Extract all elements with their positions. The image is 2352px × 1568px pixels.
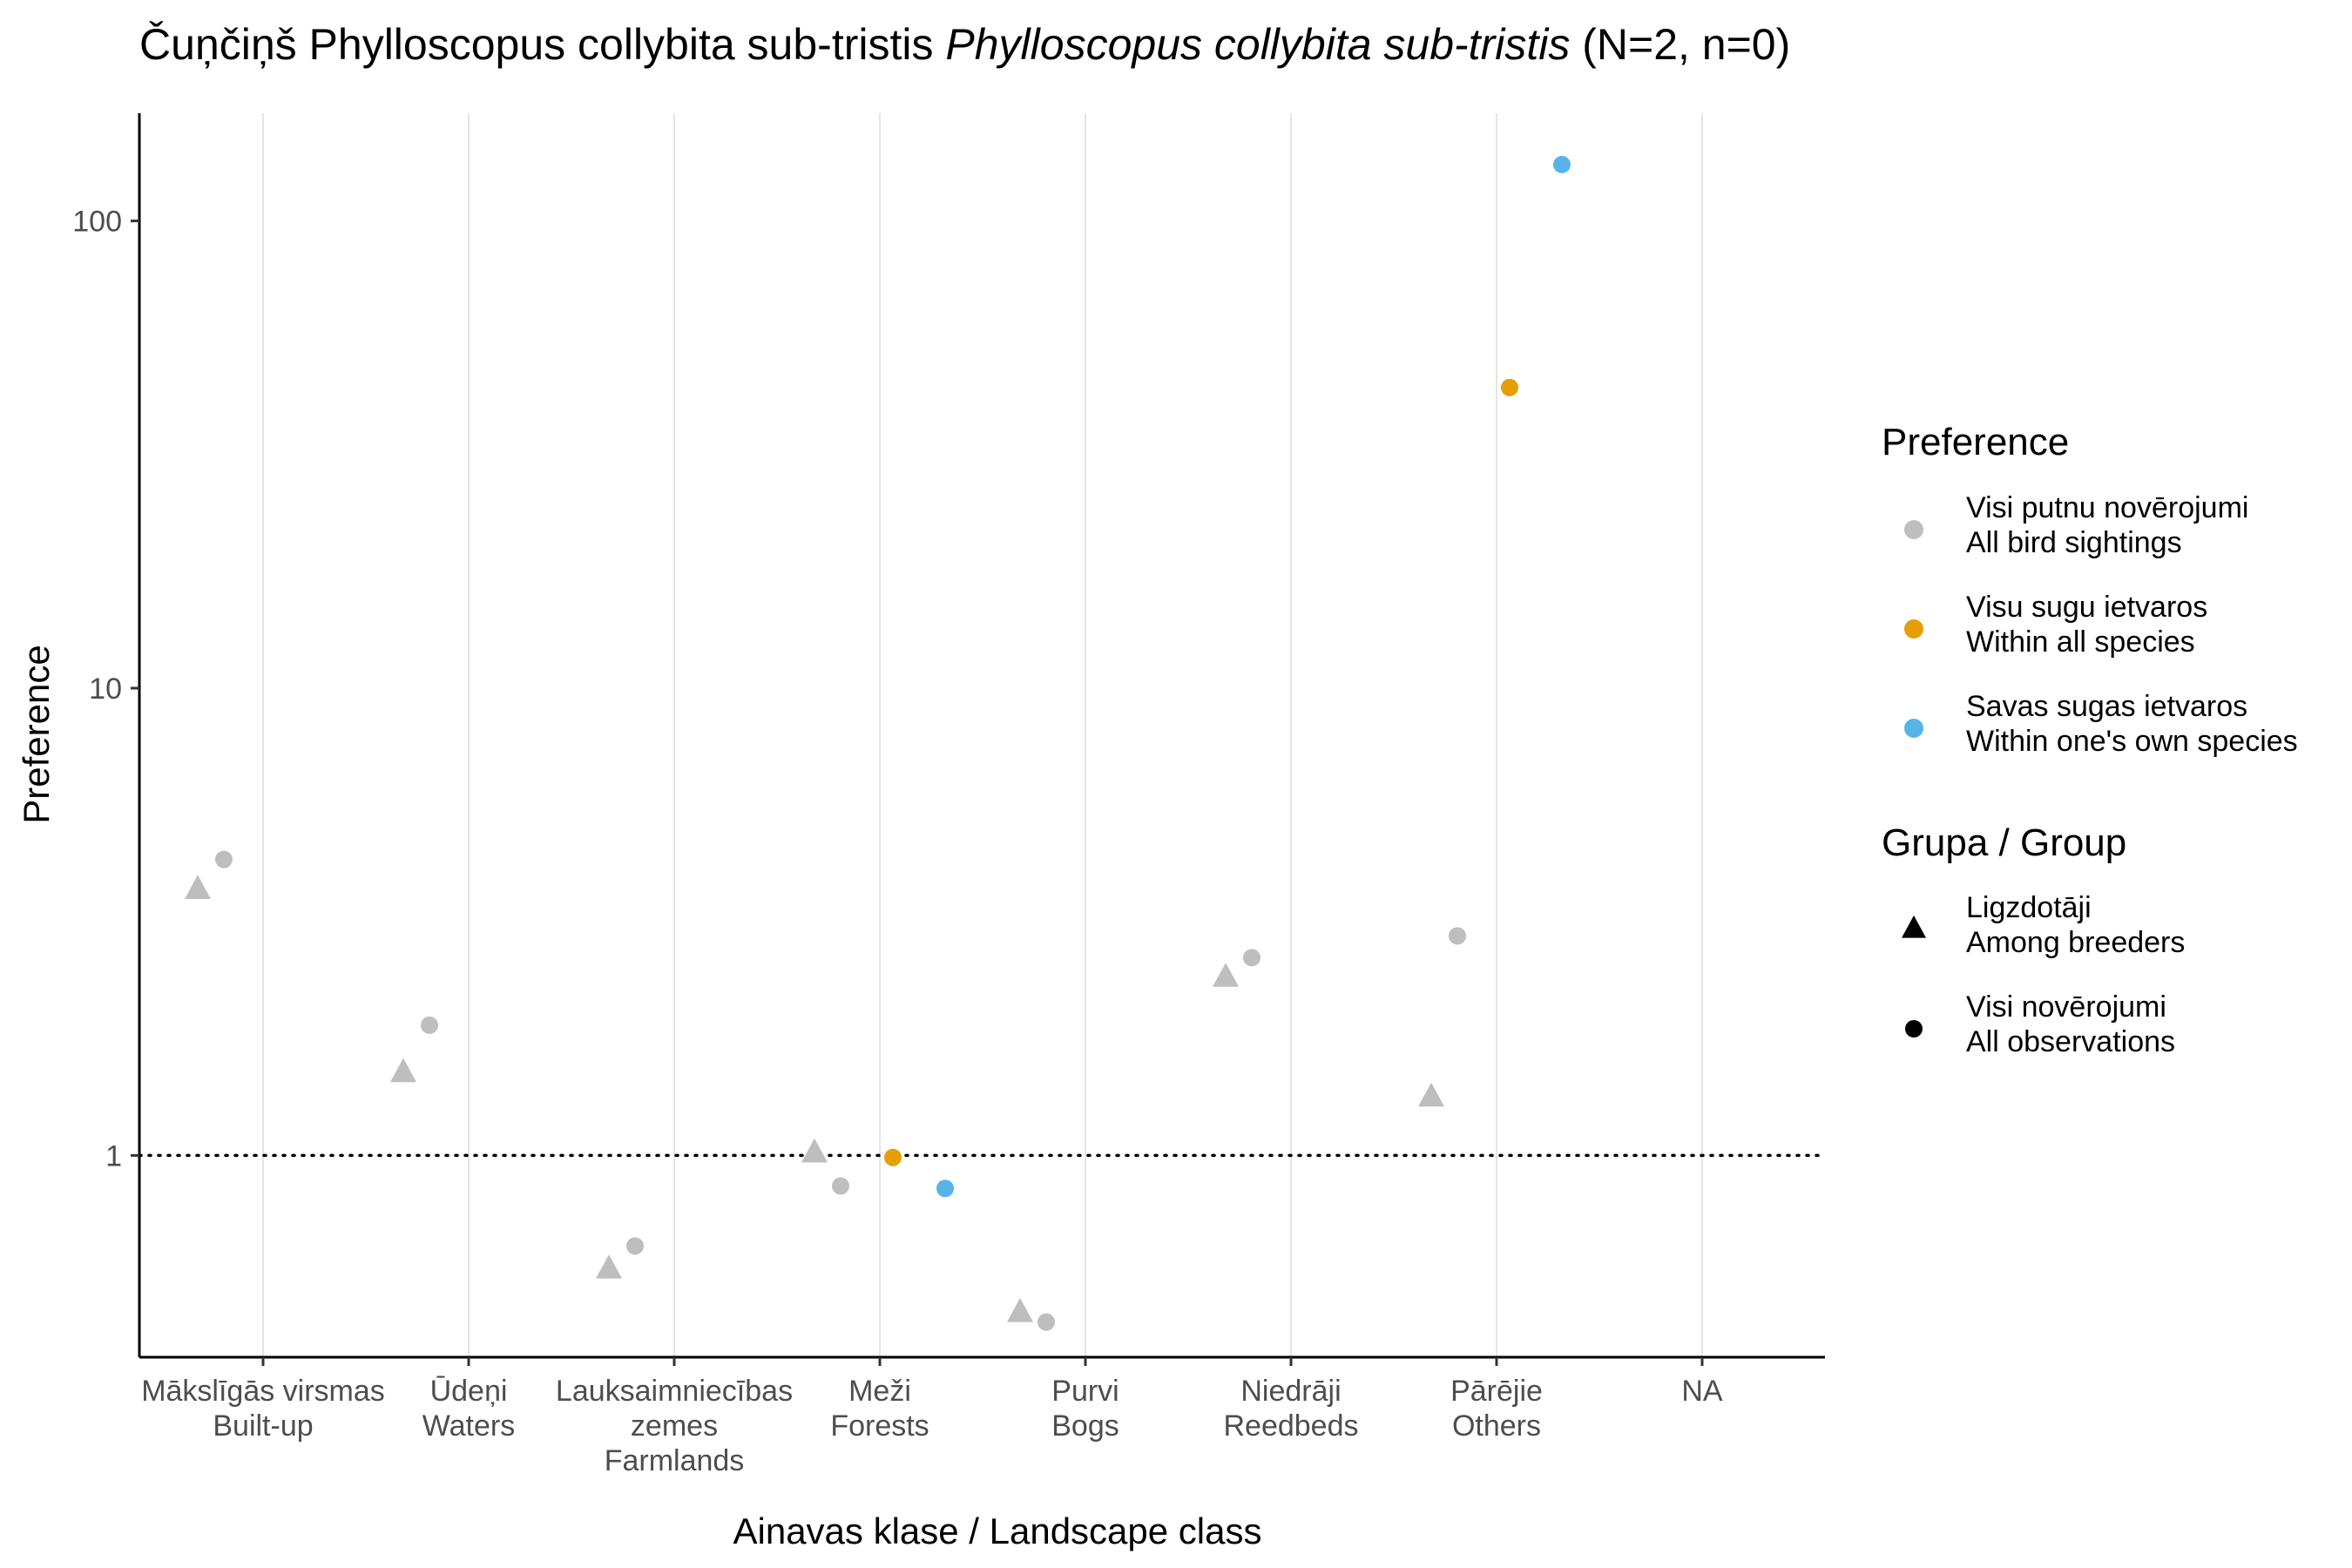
legend-label: Among breeders: [1966, 926, 2185, 959]
x-tick-label: Purvi: [1051, 1375, 1119, 1408]
legend-label: Within all species: [1966, 625, 2195, 659]
point-own-all-6: [1553, 155, 1571, 173]
legend-label: Ligzdotāji: [1966, 891, 2092, 924]
point-all-all-6: [1449, 927, 1466, 945]
legend-label: All bird sightings: [1966, 526, 2182, 559]
legend-label: Within one's own species: [1966, 725, 2298, 758]
x-tick-label: Built-up: [213, 1409, 313, 1443]
point-all-breeders-4: [1007, 1298, 1033, 1322]
legend-key-breeders: [1902, 915, 1926, 938]
x-tick-label: Lauksaimniecības: [556, 1375, 793, 1408]
chart-title-suffix: (N=2, n=0): [1582, 20, 1791, 69]
legend-key-all: [1904, 520, 1923, 539]
y-ticks: 1 10 100: [72, 206, 139, 1173]
x-tick-label: Meži: [848, 1375, 911, 1408]
x-tick-label: zemes: [631, 1409, 718, 1443]
point-own-all-3: [936, 1179, 954, 1198]
x-tick-label: Niedrāji: [1240, 1375, 1341, 1408]
x-axis-title: Ainavas klase / Landscape class: [733, 1511, 1261, 1551]
legend-label: Visu sugu ietvaros: [1966, 591, 2207, 624]
legend-title-preference: Preference: [1882, 421, 2069, 463]
chart-title: Čuņčiņš Phylloscopus collybita sub-trist…: [139, 19, 1790, 70]
y-tick-label: 100: [72, 206, 122, 239]
point-all-breeders-5: [1213, 963, 1239, 987]
x-tick-label: Reedbeds: [1223, 1409, 1358, 1443]
legend-label: All observations: [1966, 1025, 2175, 1058]
point-all-all-4: [1037, 1313, 1055, 1331]
point-all-all-2: [626, 1237, 644, 1255]
point-all-breeders-0: [185, 875, 211, 899]
x-tick-label: Others: [1452, 1409, 1541, 1443]
x-tick-label: Mākslīgās virsmas: [141, 1375, 385, 1408]
legend-key-all: [1905, 1020, 1923, 1037]
x-tick-label: Ūdeņi: [430, 1375, 508, 1408]
legend-label: Savas sugas ietvaros: [1966, 690, 2247, 723]
point-all-all-1: [421, 1016, 438, 1034]
point-all-breeders-2: [596, 1254, 622, 1279]
point-species-all-6: [1501, 378, 1518, 396]
chart-title-species: Phylloscopus collybita sub-tristis: [945, 20, 1571, 69]
x-tick-label: Bogs: [1051, 1409, 1119, 1443]
legend-key-own: [1904, 719, 1923, 738]
point-all-all-5: [1243, 949, 1260, 967]
data-points: [185, 155, 1571, 1331]
legend-key-species: [1904, 619, 1923, 639]
point-all-all-0: [215, 850, 233, 868]
x-tick-label: Farmlands: [605, 1444, 745, 1477]
grid-lines: [262, 113, 1703, 1357]
point-all-breeders-3: [801, 1138, 828, 1163]
y-tick-label: 1: [105, 1139, 122, 1173]
y-tick-label: 10: [89, 672, 122, 706]
point-all-breeders-6: [1418, 1082, 1444, 1107]
point-all-breeders-1: [390, 1058, 416, 1083]
chart-title-prefix: Čuņčiņš Phylloscopus collybita sub-trist…: [139, 20, 934, 69]
axes: [138, 113, 1825, 1359]
legend-label: Visi putnu novērojumi: [1966, 491, 2248, 524]
y-axis-title: Preference: [16, 645, 57, 823]
x-tick-label: Pārējie: [1450, 1375, 1543, 1408]
x-tick-label: Waters: [422, 1409, 515, 1443]
legend-title-group: Grupa / Group: [1882, 821, 2126, 864]
x-tick-label: NA: [1681, 1375, 1723, 1408]
point-all-all-3: [832, 1177, 849, 1195]
point-species-all-3: [884, 1148, 902, 1166]
x-tick-label: Forests: [830, 1409, 929, 1443]
legend-label: Visi novērojumi: [1966, 990, 2166, 1024]
